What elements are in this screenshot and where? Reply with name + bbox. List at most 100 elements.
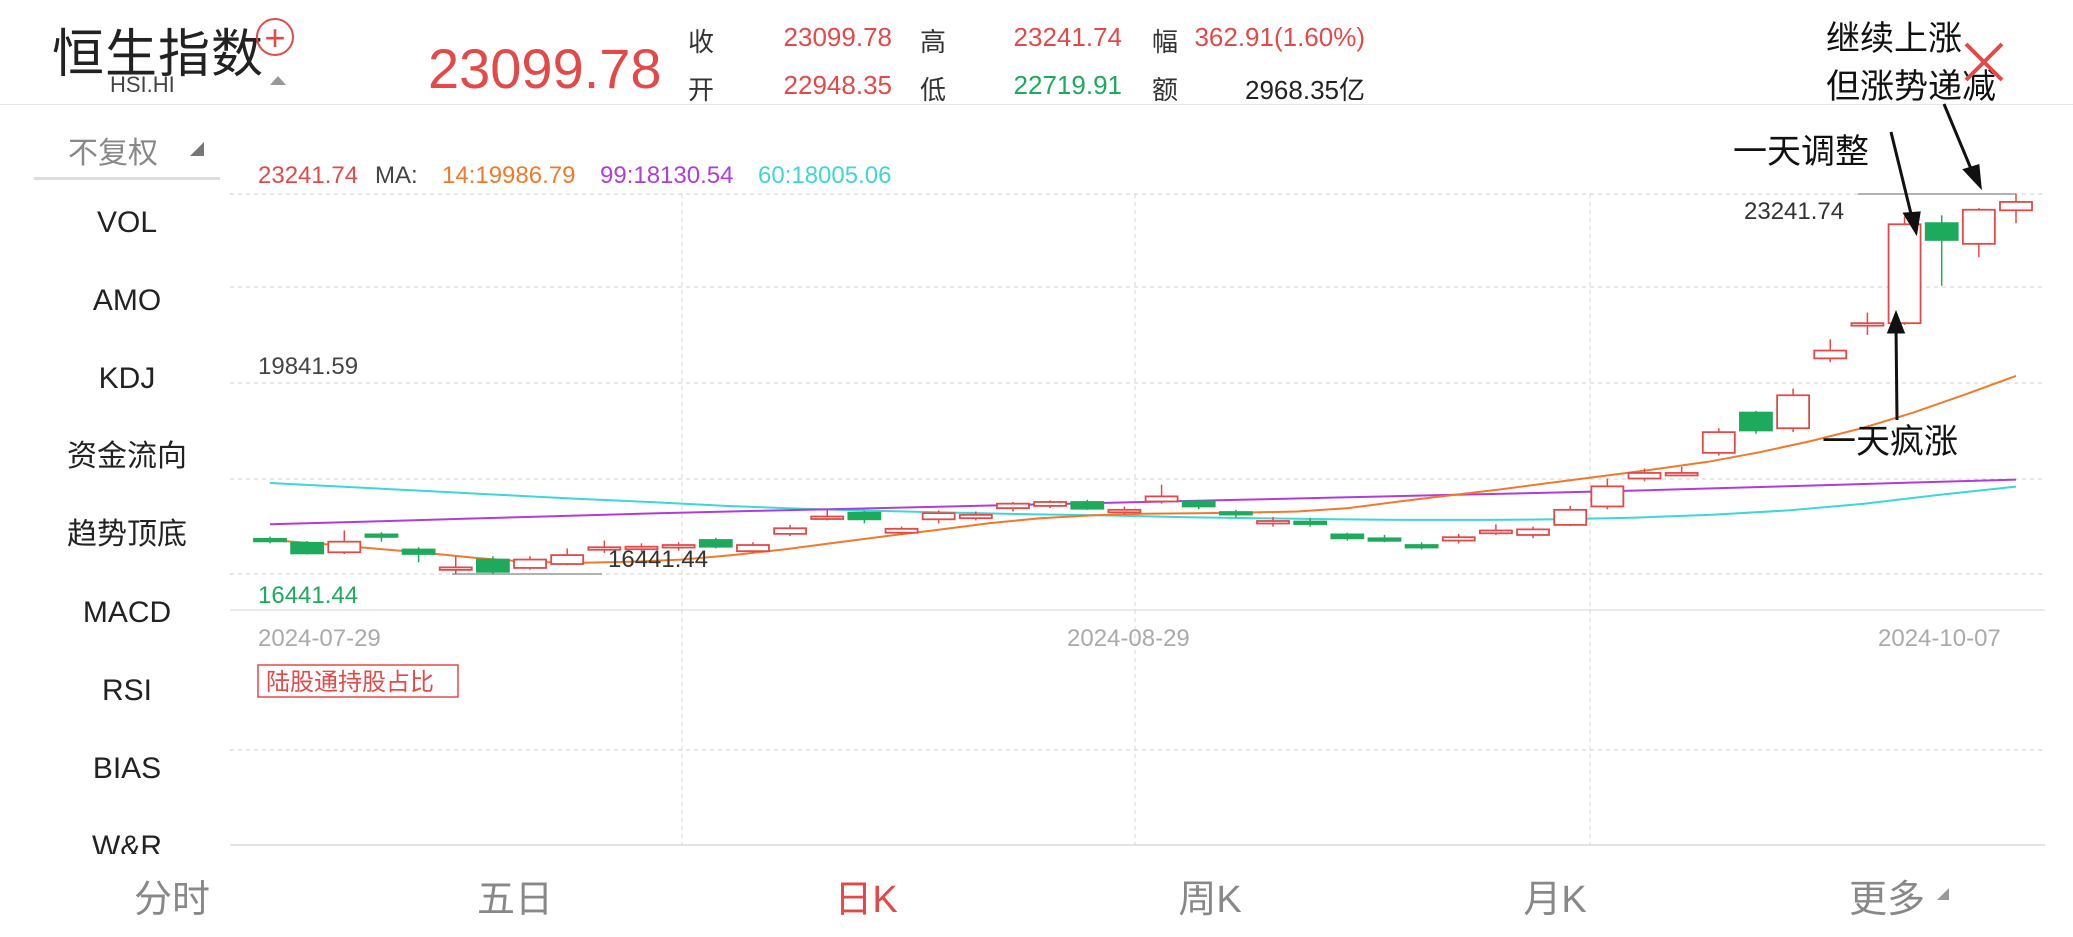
candle-body	[1330, 533, 1365, 540]
y-label-mid: 19841.59	[258, 353, 358, 380]
legend-ma-label: MA:	[375, 162, 418, 189]
caret-down-icon	[1937, 888, 1949, 900]
candle-body	[1664, 472, 1699, 477]
candle-body	[958, 513, 993, 520]
legend-price: 23241.74	[258, 162, 358, 189]
candle-body	[773, 527, 807, 535]
annotation-surge: 一天疯涨	[1822, 423, 1958, 461]
candle-body	[1850, 322, 1885, 327]
candle-body	[1218, 511, 1253, 516]
candle-body	[1181, 500, 1216, 508]
tab-more[interactable]: 更多	[1848, 879, 1925, 921]
candle-body	[624, 545, 659, 551]
candle-body	[1441, 536, 1476, 542]
symbol-code: HSI.HI	[110, 72, 175, 97]
change-label: 幅	[1152, 27, 1179, 57]
candle-body	[513, 558, 547, 569]
low-label: 低	[920, 75, 947, 105]
y-label-low: 16441.44	[258, 582, 358, 609]
indicator-bias[interactable]: BIAS	[92, 752, 162, 785]
candle-body	[1701, 431, 1736, 454]
candles	[253, 193, 2033, 575]
tab-five-day[interactable]: 五日	[476, 879, 553, 921]
candle-body	[1813, 349, 1848, 360]
candle-body	[996, 502, 1030, 510]
arrow-adjust	[1889, 131, 1915, 223]
candle-body	[327, 540, 362, 554]
tag-label: 陆股通持股占比	[266, 669, 434, 696]
tab-weekly-k[interactable]: 周K	[1178, 879, 1242, 921]
candle-body	[1999, 201, 2033, 212]
candle-body	[698, 539, 733, 548]
open-label: 开	[688, 75, 715, 105]
candle-body	[290, 541, 325, 555]
chevron-up-icon[interactable]	[270, 76, 286, 85]
candle-body	[810, 515, 845, 520]
candle-body	[1256, 520, 1290, 525]
candle-body	[1033, 501, 1068, 507]
adjust-selector[interactable]	[34, 120, 220, 180]
x-label-mid: 2024-08-29	[1067, 625, 1190, 652]
current-price: 23099.78	[428, 37, 662, 100]
amount-value: 2968.35亿	[1245, 75, 1365, 105]
candle-body	[438, 566, 473, 571]
indicator-vol[interactable]: VOL	[96, 206, 158, 239]
annotation-slowing: 但涨势递减	[1826, 68, 1996, 106]
candle-body	[1553, 508, 1588, 526]
candle-body	[550, 554, 585, 565]
high-mark-label: 23241.74	[1744, 198, 1844, 225]
indicator-macd[interactable]: MACD	[82, 596, 172, 629]
indicator-amo[interactable]: AMO	[92, 284, 162, 317]
ma14-line	[269, 374, 2017, 564]
close-value: 23099.78	[783, 22, 892, 52]
candle-body	[475, 558, 510, 573]
open-value: 22948.35	[783, 70, 892, 100]
ma60-line	[269, 482, 2017, 521]
ma-lines	[269, 374, 2017, 564]
add-watchlist-button[interactable]: +	[256, 18, 294, 56]
arrow-continue-head	[1962, 164, 1982, 191]
period-tabs: 分时 五日 日K 周K 月K 更多	[0, 868, 2073, 937]
candle-body	[1144, 495, 1179, 503]
candle-body	[1293, 520, 1328, 525]
indicator-wr[interactable]: W&R	[92, 830, 162, 854]
candle-body	[253, 537, 287, 543]
adjust-label: 不复权	[68, 137, 158, 170]
indicator-rsi[interactable]: RSI	[101, 674, 152, 707]
candle-body	[1479, 529, 1513, 535]
candle-body	[921, 512, 956, 521]
arrow-adjust-head	[1902, 211, 1921, 237]
candle-body	[661, 544, 696, 549]
legend-ma99: 99:18130.54	[600, 162, 733, 189]
low-mark-label: 16441.44	[608, 546, 708, 573]
page-title: 恒生指数	[52, 26, 265, 84]
arrow-surge-head	[1886, 309, 1906, 334]
indicator-kdj[interactable]: KDJ	[98, 362, 156, 395]
x-label-start: 2024-07-29	[258, 625, 381, 652]
tab-daily-k[interactable]: 日K	[834, 879, 898, 921]
candle-body	[884, 527, 919, 534]
tab-monthly-k[interactable]: 月K	[1523, 879, 1587, 921]
candle-body	[1776, 394, 1811, 430]
indicator-fund-flow[interactable]: 资金流向	[67, 440, 187, 473]
annotation-arrows	[1886, 103, 1982, 421]
amount-label: 额	[1152, 75, 1179, 105]
kline-chart[interactable]: 23241.74 MA: 14:19986.79 99:18130.54 60:…	[0, 0, 2073, 860]
candle-body	[1887, 223, 1922, 325]
high-label: 高	[920, 27, 947, 57]
candle-body	[1739, 411, 1773, 432]
candle-body	[1590, 485, 1625, 508]
candle-body	[401, 548, 436, 555]
tab-intraday[interactable]: 分时	[133, 879, 210, 921]
indicator-trend[interactable]: 趋势顶底	[67, 518, 187, 551]
x-label-end: 2024-10-07	[1878, 625, 2001, 652]
arrow-surge	[1894, 325, 1899, 421]
annotation-continue: 继续上涨	[1826, 20, 1962, 58]
tag-box	[257, 664, 459, 698]
candle-body	[736, 544, 770, 553]
low-value: 22719.91	[1013, 70, 1122, 100]
indicator-list: VOL AMO KDJ 资金流向 趋势顶底 MACD RSI BIAS W&R	[34, 184, 220, 854]
candle-body	[1924, 222, 1959, 241]
candle-body	[1627, 472, 1662, 480]
legend-ma60: 60:18005.06	[758, 162, 891, 189]
